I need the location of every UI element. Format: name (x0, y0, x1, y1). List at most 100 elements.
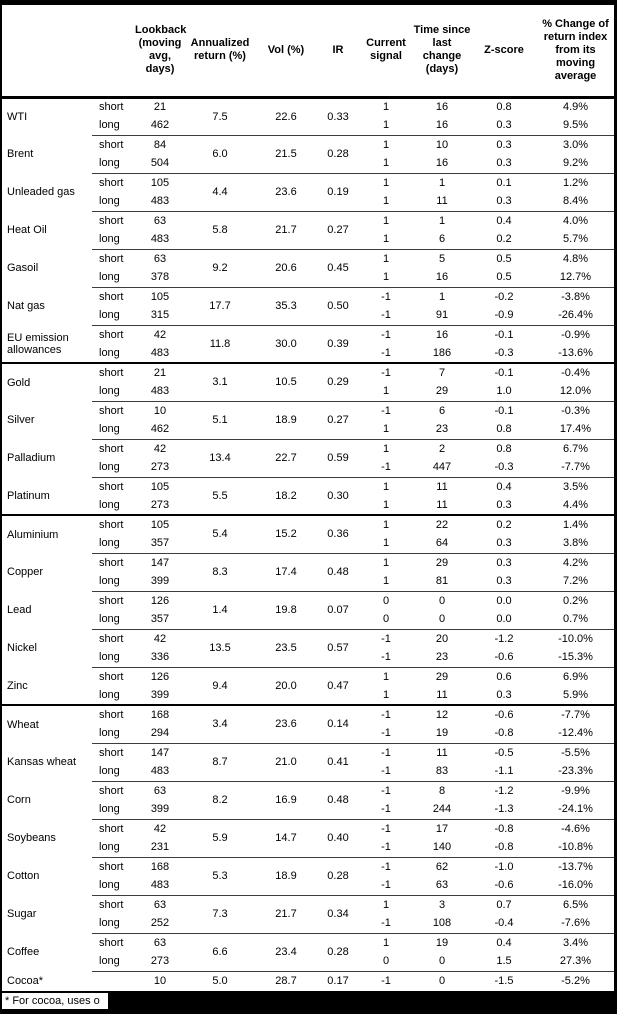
pct-change-value: 4.9% (562, 101, 589, 114)
lookback-value: 42 (135, 818, 185, 838)
pct-change-value: 12.7% (559, 271, 592, 284)
time-since-value: 11 (413, 742, 471, 762)
commodity-name: Kansas wheat (7, 756, 77, 768)
z-score-value: 0.2 (496, 233, 512, 246)
commodity-name: Silver (7, 414, 35, 426)
signal-value: -1 (359, 970, 413, 990)
time-since-value: 11 (413, 476, 471, 496)
z-score-value: -0.5 (471, 742, 537, 762)
pct-change-value: 3.0% (537, 134, 614, 154)
ir-value: 0.14 (317, 704, 359, 743)
leg-label: short (92, 210, 135, 230)
pct-change-value: 4.2% (537, 552, 614, 572)
signal-value: 1 (359, 514, 413, 534)
table-row: long 504 1 16 0.3 9.2% (2, 154, 614, 173)
commodity-name: Cotton (7, 870, 40, 882)
lookback-value: 357 (150, 613, 170, 626)
ir-value: 0.28 (317, 932, 359, 971)
annualized-return-value: 8.3 (185, 552, 255, 591)
time-since-value: 29 (413, 666, 471, 686)
ir-value: 0.07 (317, 590, 359, 629)
z-score-value: -0.4 (494, 917, 514, 930)
pct-change-value: -15.3% (558, 651, 593, 664)
z-score-value: -1.3 (494, 803, 514, 816)
leg-label: long (99, 575, 120, 588)
table-row: long 399 -1 244 -1.3 -24.1% (2, 800, 614, 819)
time-since-value: 186 (432, 347, 452, 359)
commodity-name: Gasoil (7, 262, 39, 274)
z-score-value: -0.9 (494, 309, 514, 322)
leg-label: short (99, 101, 124, 114)
time-since-value: 16 (413, 324, 471, 344)
vol-value: 18.9 (255, 856, 317, 895)
lookback-value: 294 (150, 727, 170, 740)
time-since-value: 19 (413, 932, 471, 952)
signal-value: 1 (359, 134, 413, 154)
header-annualized-return: Annualized return (%) (185, 5, 255, 99)
leg-label: long (99, 727, 120, 740)
vol-value: 21.7 (255, 210, 317, 249)
z-score-value: -1.0 (471, 856, 537, 876)
commodity-name: Unleaded gas (7, 186, 75, 198)
lookback-value: 462 (150, 119, 170, 132)
annualized-return-value: 6.0 (185, 134, 255, 173)
lookback-value: 21 (153, 101, 167, 114)
table-row: WTI short 21 7.5 22.6 0.33 1 16 0.8 4.9% (2, 97, 614, 123)
leg-label: short (92, 514, 135, 534)
time-since-value: 63 (435, 879, 449, 892)
commodity-name: Wheat (2, 704, 92, 743)
ir-value: 0.34 (317, 894, 359, 933)
pct-change-value: 8.4% (562, 195, 589, 208)
pct-change-value: 0.2% (537, 590, 614, 610)
table-row: Copper short 147 8.3 17.4 0.48 1 29 0.3 4.2% (2, 552, 614, 591)
lookback-value: 42 (135, 438, 185, 458)
time-since-value: 1 (413, 286, 471, 306)
vol-value: 14.7 (255, 818, 317, 857)
z-score-value: 0.8 (496, 101, 512, 114)
pct-change-value: -7.6% (561, 917, 590, 930)
commodity-name: EU emission allowances (7, 331, 69, 356)
signal-value: -1 (359, 286, 413, 306)
table-row: long 273 -1 447 -0.3 -7.7% (2, 458, 614, 477)
annualized-return-value: 3.1 (185, 362, 255, 401)
ir-value: 0.27 (317, 400, 359, 439)
time-since-value: 17 (413, 818, 471, 838)
time-since-value: 62 (413, 856, 471, 876)
lookback-value: 483 (150, 385, 170, 398)
leg-label: long (99, 917, 120, 930)
signal-value: -1 (381, 803, 391, 816)
pct-change-value: -12.4% (558, 727, 593, 740)
table-body: WTI short 21 7.5 22.6 0.33 1 16 0.8 4.9% long 462 1 1… (2, 97, 614, 990)
signal-value: 1 (359, 476, 413, 496)
pct-change-value: 5.9% (562, 689, 589, 701)
annualized-return-value: 6.6 (185, 932, 255, 971)
vol-value: 18.2 (255, 476, 317, 515)
lookback-value: 273 (150, 499, 170, 511)
commodity-name: Copper (7, 566, 44, 578)
table-row: Gasoil short 63 9.2 20.6 0.45 1 5 0.5 4.8% (2, 248, 614, 287)
leg-label: short (92, 894, 135, 914)
signal-value: -1 (381, 765, 391, 778)
vol-value: 23.5 (255, 628, 317, 667)
pct-change-value: -13.7% (537, 856, 614, 876)
z-score-value: -0.8 (471, 818, 537, 838)
z-score-value: 0.1 (471, 172, 537, 192)
annualized-return-value: 5.3 (185, 856, 255, 895)
lookback-value: 315 (150, 309, 170, 322)
leg-label: short (92, 400, 135, 420)
pct-change-value: -9.9% (537, 780, 614, 800)
time-since-value: 11 (436, 195, 448, 208)
header-lookback: Lookback (moving avg, days) (135, 5, 186, 99)
lookback-value: 378 (150, 271, 170, 284)
time-since-value: 1 (413, 172, 471, 192)
pct-change-value: 0.7% (562, 613, 589, 626)
lookback-value: 357 (150, 537, 170, 550)
lookback-value: 168 (135, 704, 185, 724)
time-since-value: 0 (438, 955, 446, 968)
commodity-name: Nat gas (7, 300, 45, 312)
time-since-value: 11 (436, 499, 448, 511)
ir-value: 0.33 (327, 110, 349, 123)
signal-value: 1 (382, 689, 390, 701)
header-row: Lookback (moving avg, days) Annualized r… (2, 5, 614, 99)
ir-value: 0.28 (317, 856, 359, 895)
